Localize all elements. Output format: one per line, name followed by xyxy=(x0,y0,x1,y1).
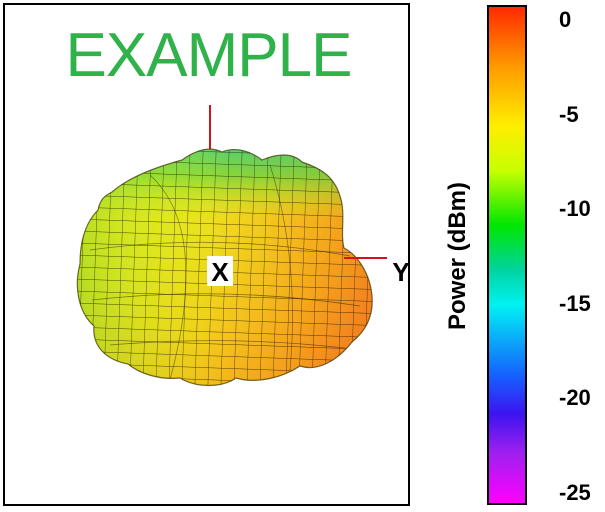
colorbar-tick-label: -20 xyxy=(559,385,591,411)
colorbar-label: Power (dBm) xyxy=(444,181,471,331)
watermark-text: EXAMPLE xyxy=(65,21,353,90)
colorbar-tick-label: -10 xyxy=(559,196,591,222)
colorbar-tick-label: -25 xyxy=(559,480,591,505)
x-axis-label: X xyxy=(211,257,229,287)
radiation-pattern-plot: X Y xyxy=(76,105,410,387)
colorbar-tick-label: -5 xyxy=(559,101,579,127)
y-axis-label: Y xyxy=(392,257,409,287)
colorbar xyxy=(487,5,527,505)
x-axis-label-bg xyxy=(207,256,233,286)
colorbar-tick-label: -15 xyxy=(559,290,591,316)
colorbar-tick-label: 0 xyxy=(559,7,572,32)
